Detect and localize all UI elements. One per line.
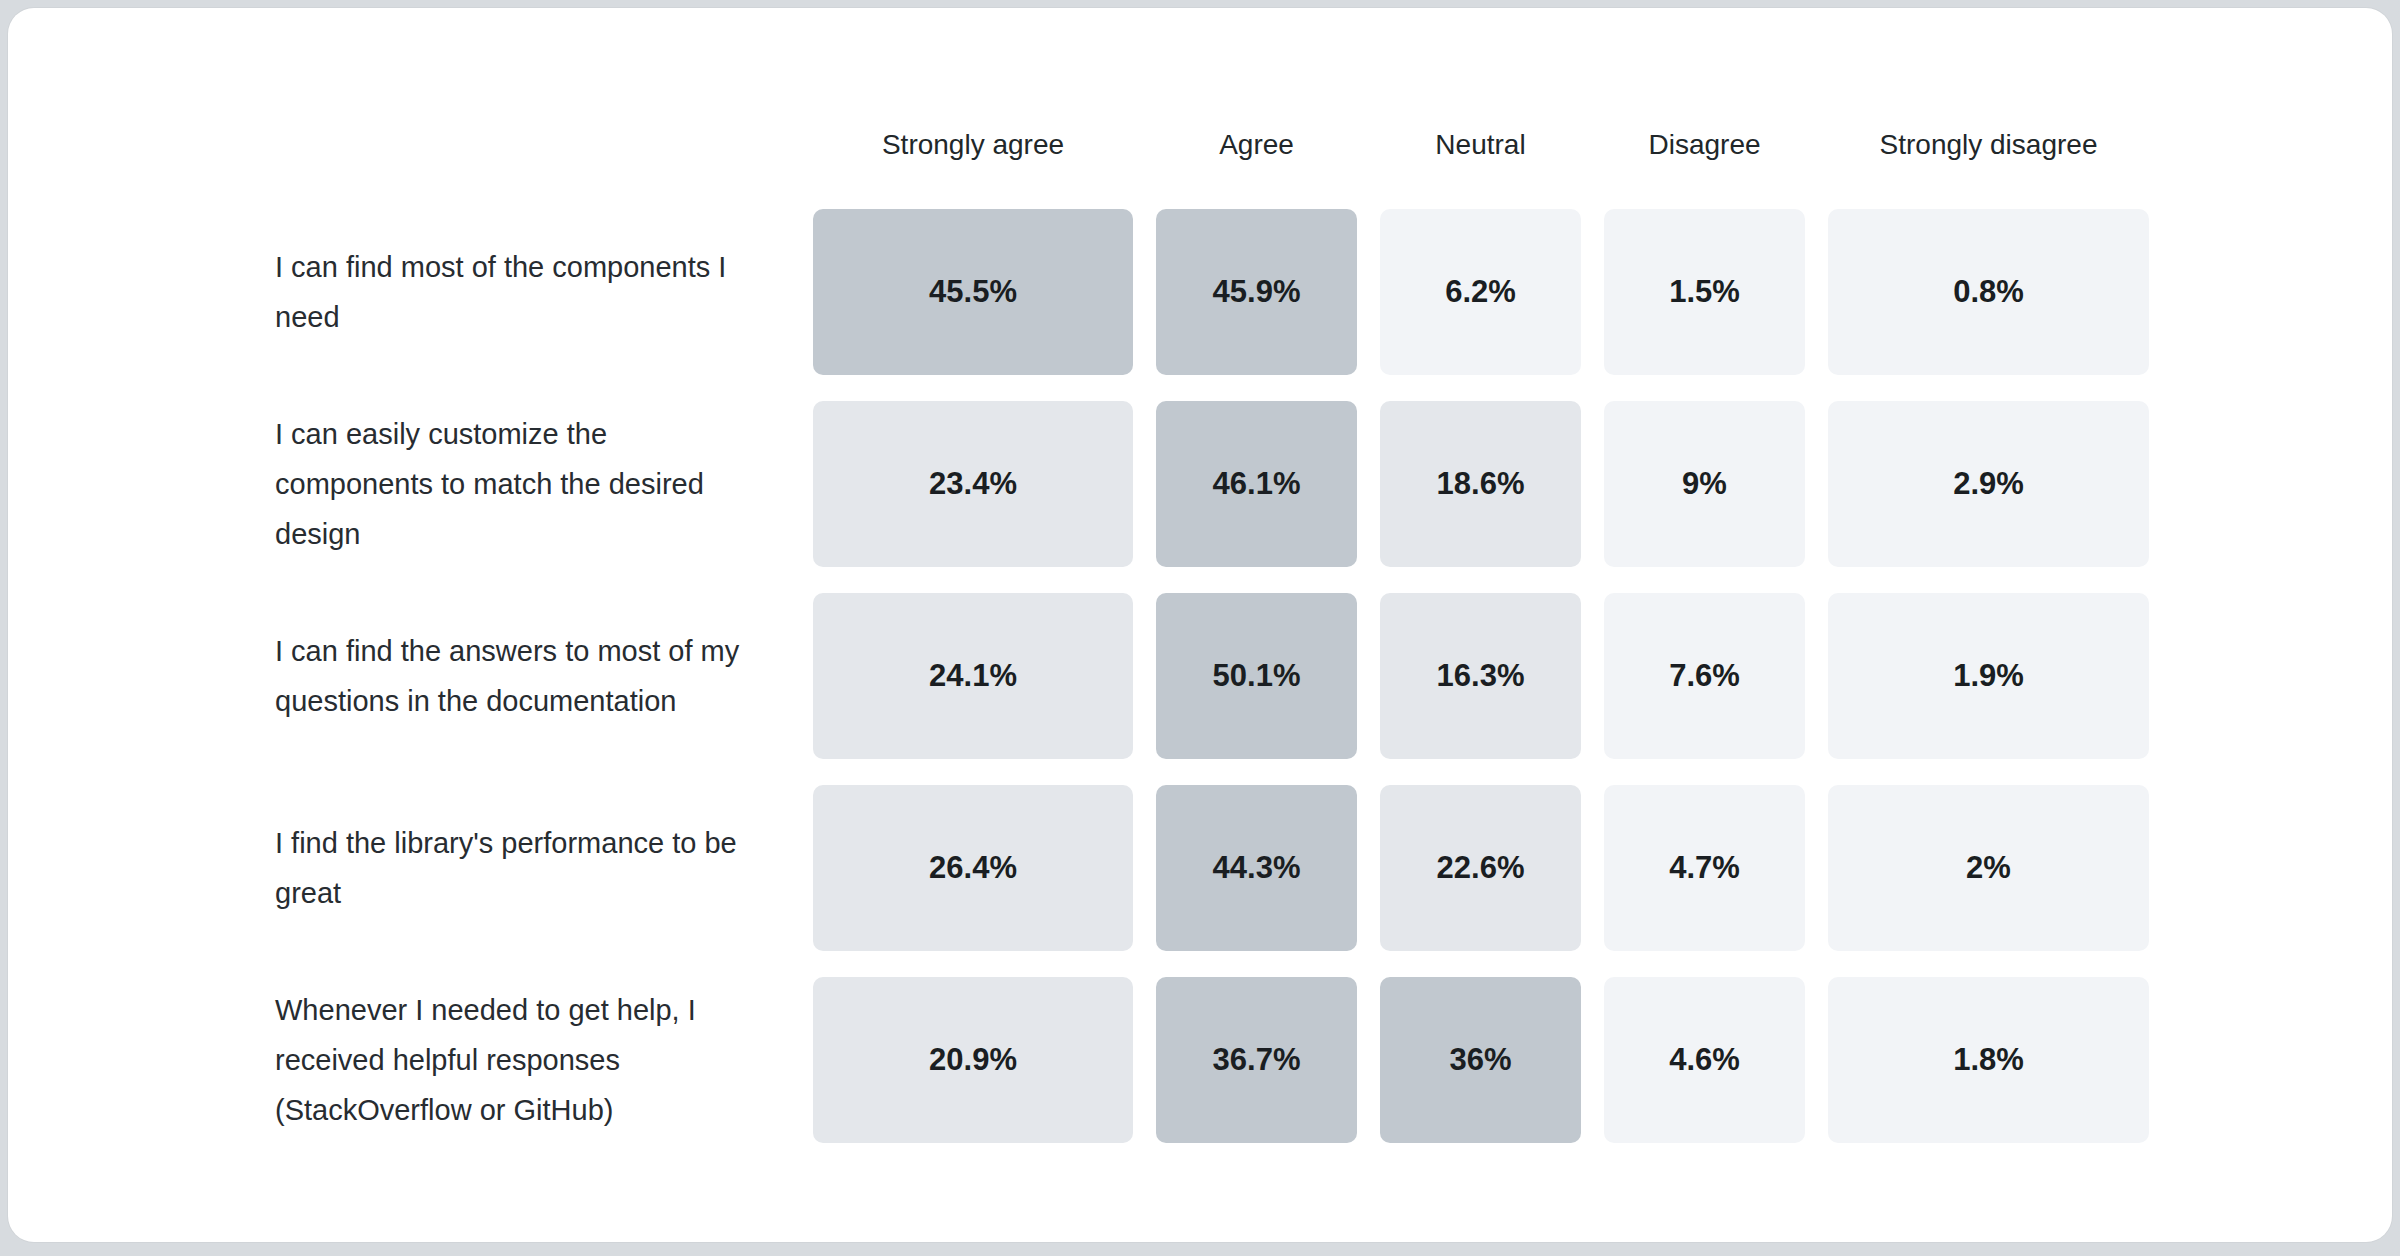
row-label: I can find most of the components I need xyxy=(275,209,790,375)
heatmap-cell: 18.6% xyxy=(1380,401,1581,567)
row-label: I find the library's performance to be g… xyxy=(275,785,790,951)
heatmap-cell: 16.3% xyxy=(1380,593,1581,759)
likert-heatmap: Strongly agree Agree Neutral Disagree Strong… xyxy=(275,125,2149,1143)
heatmap-cell: 26.4% xyxy=(813,785,1133,951)
column-header: Disagree xyxy=(1604,125,1805,183)
heatmap-cell: 50.1% xyxy=(1156,593,1357,759)
heatmap-cell: 1.5% xyxy=(1604,209,1805,375)
row-label: I can find the answers to most of my que… xyxy=(275,593,790,759)
heatmap-cell: 36.7% xyxy=(1156,977,1357,1143)
column-header: Strongly disagree xyxy=(1828,125,2149,183)
heatmap-cell: 46.1% xyxy=(1156,401,1357,567)
page-background: Strongly agree Agree Neutral Disagree Strong… xyxy=(0,0,2400,1256)
column-header: Strongly agree xyxy=(813,125,1133,183)
heatmap-cell: 36% xyxy=(1380,977,1581,1143)
heatmap-cell: 23.4% xyxy=(813,401,1133,567)
heatmap-cell: 9% xyxy=(1604,401,1805,567)
heatmap-cell: 0.8% xyxy=(1828,209,2149,375)
heatmap-cell: 45.5% xyxy=(813,209,1133,375)
row-label: I can easily customize the components to… xyxy=(275,401,790,567)
heatmap-cell: 20.9% xyxy=(813,977,1133,1143)
heatmap-cell: 24.1% xyxy=(813,593,1133,759)
heatmap-cell: 1.9% xyxy=(1828,593,2149,759)
survey-results-card: Strongly agree Agree Neutral Disagree Strong… xyxy=(8,8,2392,1242)
heatmap-cell: 4.6% xyxy=(1604,977,1805,1143)
heatmap-corner-spacer xyxy=(275,125,790,183)
heatmap-cell: 2.9% xyxy=(1828,401,2149,567)
heatmap-cell: 4.7% xyxy=(1604,785,1805,951)
heatmap-cell: 7.6% xyxy=(1604,593,1805,759)
heatmap-cell: 22.6% xyxy=(1380,785,1581,951)
row-label: Whenever I needed to get help, I receive… xyxy=(275,977,790,1143)
heatmap-cell: 2% xyxy=(1828,785,2149,951)
heatmap-cell: 1.8% xyxy=(1828,977,2149,1143)
column-header: Neutral xyxy=(1380,125,1581,183)
heatmap-cell: 6.2% xyxy=(1380,209,1581,375)
heatmap-cell: 44.3% xyxy=(1156,785,1357,951)
heatmap-cell: 45.9% xyxy=(1156,209,1357,375)
column-header: Agree xyxy=(1156,125,1357,183)
